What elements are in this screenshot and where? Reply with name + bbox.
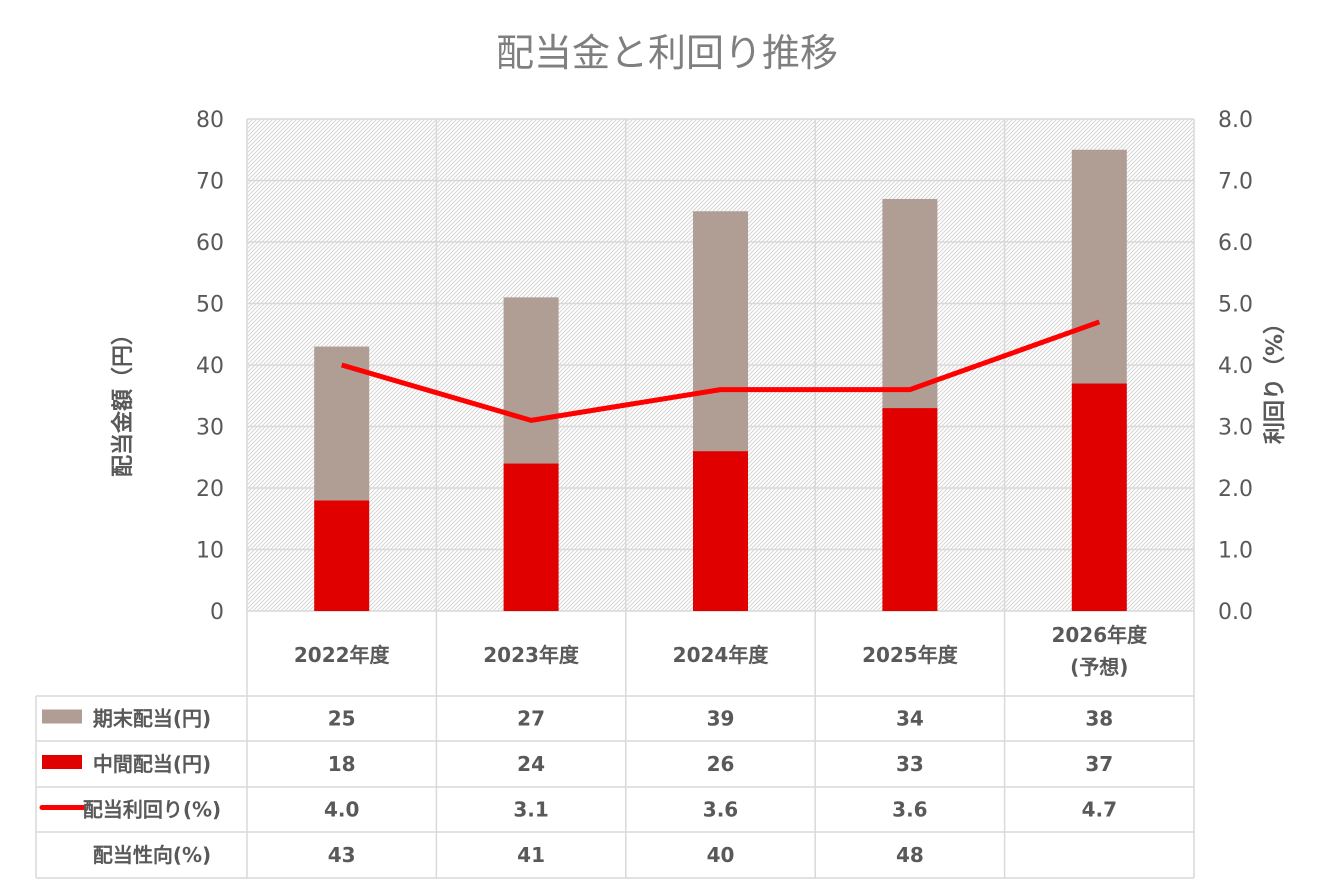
y2-tick-label: 6.0 — [1218, 231, 1253, 256]
bar-year-end — [503, 297, 559, 464]
y2-axis-label: 利回り（%） — [1263, 312, 1288, 444]
y-tick-label: 30 — [196, 416, 224, 441]
table-cell: 25 — [328, 707, 356, 731]
y-tick-label: 60 — [196, 231, 224, 256]
bar-year-end — [693, 211, 748, 452]
bar-year-end — [882, 198, 938, 409]
legend-swatch — [42, 755, 82, 769]
table-cell: 24 — [517, 752, 545, 776]
table-cell: 26 — [707, 752, 735, 776]
y-tick-label: 20 — [196, 477, 224, 502]
y2-tick-label: 7.0 — [1218, 170, 1253, 195]
table-cell: 48 — [896, 843, 924, 867]
table-cell: 41 — [517, 843, 545, 867]
category-label: 2025年度 — [862, 643, 959, 667]
category-label: 2023年度 — [483, 643, 580, 667]
table-cell: 43 — [328, 843, 356, 867]
table-cell: 4.0 — [324, 798, 359, 822]
y2-tick-label: 3.0 — [1218, 416, 1253, 441]
category-label: 2026年度 — [1051, 623, 1148, 647]
y-tick-label: 50 — [196, 293, 224, 318]
table-cell: 18 — [328, 752, 356, 776]
table-row-label: 配当利回り(%) — [83, 798, 221, 822]
y2-tick-label: 1.0 — [1218, 539, 1253, 564]
bar-interim — [314, 500, 370, 611]
legend-swatch — [42, 709, 82, 724]
table-cell: 33 — [896, 752, 924, 776]
bar-interim — [503, 463, 559, 611]
y-tick-label: 0 — [210, 600, 224, 625]
table-row-label: 中間配当(円) — [93, 752, 211, 776]
table-cell: 27 — [517, 707, 545, 731]
y-tick-label: 40 — [196, 354, 224, 379]
chart-title: 配当金と利回り推移 — [496, 31, 838, 75]
table-cell: 4.7 — [1082, 798, 1117, 822]
y2-tick-label: 2.0 — [1218, 477, 1253, 502]
y-tick-label: 80 — [196, 108, 224, 133]
y2-tick-label: 0.0 — [1218, 600, 1253, 625]
category-label: (予想) — [1070, 655, 1128, 679]
table-row-label: 配当性向(%) — [93, 843, 211, 867]
category-label: 2024年度 — [673, 643, 770, 667]
table-cell: 3.6 — [892, 798, 927, 822]
table-cell: 3.6 — [703, 798, 738, 822]
table-cell: 40 — [707, 843, 735, 867]
table-row-label: 期末配当(円) — [93, 707, 211, 731]
bar-interim — [1071, 383, 1127, 611]
bar-year-end — [1071, 149, 1127, 384]
table-cell: 38 — [1085, 707, 1113, 731]
table-cell: 37 — [1085, 752, 1113, 776]
bar-interim — [693, 451, 748, 611]
yield-line — [340, 319, 1101, 423]
category-label: 2022年度 — [294, 643, 391, 667]
bar-interim — [882, 408, 938, 611]
table-cell: 34 — [896, 707, 924, 731]
y-tick-label: 10 — [196, 539, 224, 564]
table-cell: 39 — [707, 707, 735, 731]
table-cell: 3.1 — [513, 798, 548, 822]
y2-tick-label: 5.0 — [1218, 293, 1253, 318]
y2-tick-label: 4.0 — [1218, 354, 1253, 379]
y-tick-label: 70 — [196, 170, 224, 195]
y-axis-label: 配当金額（円） — [110, 323, 136, 477]
y2-tick-label: 8.0 — [1218, 108, 1253, 133]
